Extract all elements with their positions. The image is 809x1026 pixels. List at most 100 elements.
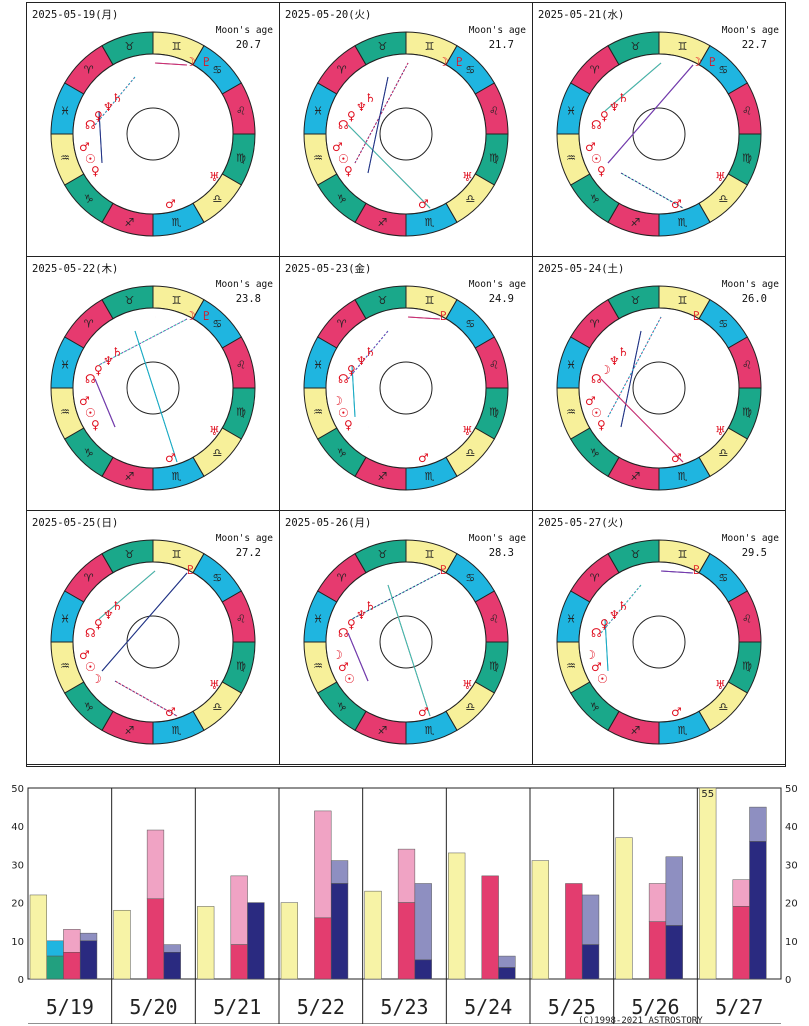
zodiac-sign-glyph: ♈ [84,64,94,77]
aspect-line [347,330,389,380]
zodiac-sign-glyph: ♋ [465,318,475,331]
zodiac-sign-glyph: ♊ [172,548,182,561]
planet-glyph: ♀ [597,164,606,178]
category-label: 5/23 [380,995,428,1019]
y-tick-label-right: 0 [785,975,791,986]
zodiac-sign-glyph: ♈ [84,572,94,585]
aspect-line [607,316,662,418]
zodiac-sign-glyph: ♓ [60,358,70,371]
zodiac-sign-glyph: ♏ [425,724,435,737]
aspect-line [600,378,684,463]
zodiac-sign-glyph: ♏ [425,216,435,229]
zodiac-sign-glyph: ♒ [60,660,70,673]
zodiac-sign-glyph: ♊ [172,294,182,307]
moon-age-value: 28.3 [488,547,514,559]
zodiac-sign-glyph: ♌ [236,358,246,371]
planet-glyph: ♆ [609,608,620,622]
zodiac-sign-glyph: ♓ [313,612,323,625]
zodiac-sign-glyph: ♐ [378,216,388,229]
zodiac-sign-glyph: ♍ [236,406,246,419]
zodiac-sign-glyph: ♎ [718,700,728,713]
bar-upper [63,929,81,953]
planet-glyph: ♅ [209,424,220,438]
zodiac-sign-glyph: ♉ [378,294,388,307]
planet-glyph: ♀ [91,164,100,178]
bar-lower [314,917,332,980]
zodiac-sign-glyph: ♎ [212,192,222,205]
aspect-line [387,584,431,717]
zodiac-sign-glyph: ♌ [742,612,752,625]
moon-age-value: 20.7 [235,39,261,51]
moon-age-value: 22.7 [741,39,767,51]
horoscope-chart: 2025-05-22(木) Moon's age 23.8 ♈ ♉ ♊ ♋ ♌ ♍ ♎ ♏ ♐ ♑ ♒ ♓ ☽… [27,257,280,511]
zodiac-sign-glyph: ♎ [465,192,475,205]
bar-lower [581,944,600,980]
zodiac-sign-glyph: ♐ [631,470,641,483]
moon-age-label: Moon's age [215,279,273,290]
zodiac-sign-glyph: ♊ [425,294,435,307]
y-tick-label-right: 30 [785,860,798,871]
aspect-line [660,570,694,574]
y-tick-label-left: 0 [18,975,24,986]
y-tick-label-left: 40 [11,822,24,833]
zodiac-sign-glyph: ♐ [125,216,135,229]
zodiac-sign-glyph: ♋ [718,572,728,585]
zodiac-sign-glyph: ♑ [590,446,600,459]
zodiac-wheel: ♈♉ ♊♋♌♍♎♏♐♑♒♓♇☊♀♆♄♂☉☽♂♅ [50,539,256,745]
planet-glyph: ☊ [85,118,96,132]
chart-date: 2025-05-21(水) [538,9,625,21]
bar-upper [46,940,64,957]
bar-yellow [197,906,215,980]
zodiac-sign-glyph: ♒ [566,152,576,165]
zodiac-sign-glyph: ♍ [742,152,752,165]
zodiac-sign-glyph: ♉ [631,40,641,53]
planet-glyph: ♄ [365,91,376,105]
bar-lower [397,902,416,980]
zodiac-sign-glyph: ♓ [566,358,576,371]
zodiac-sign-glyph: ♑ [337,192,347,205]
horoscope-chart: 2025-05-25(日) Moon's age 27.2 ♈ ♉ ♊ ♋ ♌ ♍ ♎ ♏ ♐ ♑ ♒ ♓ ♇… [27,511,280,765]
bar-yellow [113,909,131,980]
zodiac-wheel: ♈♉ ♊♋♌♍♎♏♐♑♒♓♇☊♀♆♄☽☉♀♂♅ [303,285,509,491]
zodiac-sign-glyph: ♐ [125,470,135,483]
aspect-line [607,64,694,164]
planet-glyph: ♂ [79,648,90,662]
zodiac-sign-glyph: ♑ [590,192,600,205]
category-label: 5/20 [129,995,177,1019]
planet-glyph: ♆ [103,100,114,114]
planet-glyph: ♂ [165,197,176,211]
planet-glyph: ♇ [691,563,702,577]
zodiac-sign-glyph: ♈ [84,318,94,331]
zodiac-sign-glyph: ♍ [236,660,246,673]
bar-upper [397,848,416,903]
zodiac-sign-glyph: ♉ [631,294,641,307]
bar-lower [481,875,499,980]
zodiac-wheel: ♈♉ ♊♋♌♍♎♏♐♑♒♓♇☊♀♆♄☽♂☉♂♅ [303,539,509,745]
y-tick-label-left: 30 [11,860,24,871]
inner-ring [578,307,740,469]
zodiac-sign-glyph: ♊ [425,40,435,53]
planet-glyph: ♇ [707,55,718,69]
aspect-line [347,632,369,682]
zodiac-sign-glyph: ♓ [566,104,576,117]
horoscope-chart: 2025-05-21(水) Moon's age 22.7 ♈ ♉ ♊ ♋ ♌ ♍ ♎ ♏ ♐ ♑ ♒ ♓ ☽… [533,3,786,257]
zodiac-sign-glyph: ♌ [742,104,752,117]
planet-glyph: ♆ [356,608,367,622]
planet-glyph: ♂ [591,660,602,674]
bar-lower [749,841,767,980]
zodiac-sign-glyph: ♊ [678,548,688,561]
aspect-line [94,76,136,126]
moon-age-label: Moon's age [468,279,526,290]
zodiac-wheel: ♈♉ ♊♋♌♍♎♏♐♑♒♓☽ ♇☊♀♆♄♂☉♀♂♅ [50,285,256,491]
zodiac-sign-glyph: ♍ [489,406,499,419]
bar-upper [414,883,432,961]
planet-glyph: ♀ [600,617,609,631]
zodiac-sign-glyph: ♋ [465,572,475,585]
planet-glyph: ☉ [597,672,608,686]
zodiac-sign-glyph: ♈ [590,572,600,585]
bar-lower [146,898,165,980]
aspect-line [407,316,441,320]
planet-glyph: ♂ [165,451,176,465]
chart-date: 2025-05-25(日) [32,517,119,529]
zodiac-sign-glyph: ♋ [212,64,222,77]
